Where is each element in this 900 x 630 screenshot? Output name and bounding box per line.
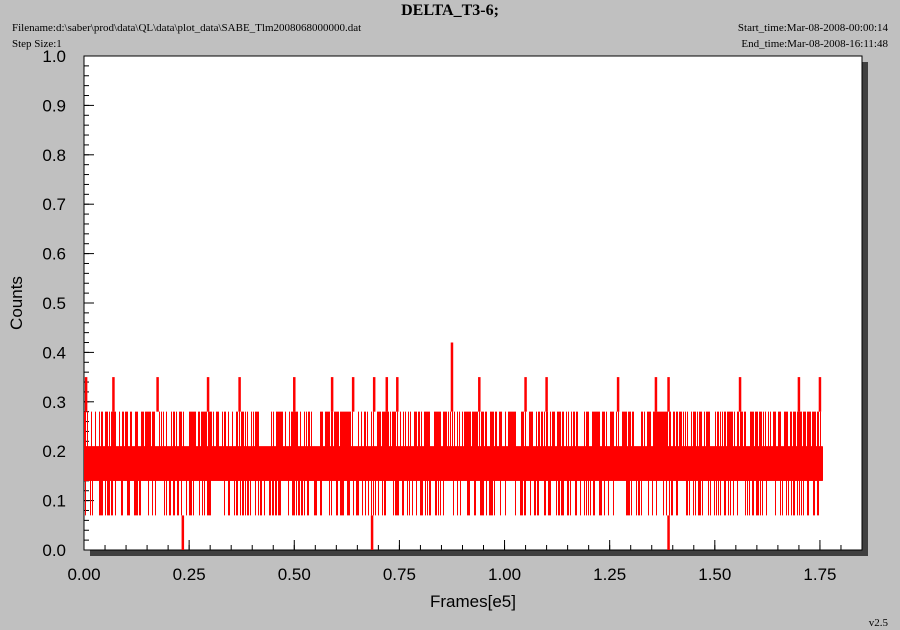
y-tick-label: 0.0 bbox=[42, 541, 66, 560]
filename-label: Filename:d:\saber\prod\data\QL\data\plot… bbox=[12, 22, 362, 34]
x-tick-label: 1.00 bbox=[488, 565, 521, 584]
x-axis-label: Frames[e5] bbox=[430, 592, 516, 611]
x-tick-label: 0.75 bbox=[383, 565, 416, 584]
end-time-label: End_time:Mar-08-2008-16:11:48 bbox=[741, 38, 888, 50]
y-tick-label: 0.3 bbox=[42, 393, 66, 412]
version-label: v2.5 bbox=[868, 617, 888, 629]
y-tick-label: 0.5 bbox=[42, 294, 66, 313]
y-tick-label: 0.4 bbox=[42, 343, 66, 362]
y-tick-label: 0.8 bbox=[42, 146, 66, 165]
y-tick-label: 0.1 bbox=[42, 492, 66, 511]
series-layer bbox=[84, 342, 823, 550]
x-tick-label: 1.75 bbox=[803, 565, 836, 584]
x-tick-label: 1.50 bbox=[698, 565, 731, 584]
y-tick-label: 0.9 bbox=[42, 96, 66, 115]
step-size-label: Step Size:1 bbox=[12, 38, 62, 50]
y-tick-label: 0.6 bbox=[42, 245, 66, 264]
y-axis-label: Counts bbox=[7, 276, 26, 330]
y-tick-label: 1.0 bbox=[42, 47, 66, 66]
x-tick-label: 0.00 bbox=[67, 565, 100, 584]
y-tick-label: 0.7 bbox=[42, 195, 66, 214]
x-tick-label: 0.50 bbox=[278, 565, 311, 584]
start-time-label: Start_time:Mar-08-2008-00:00:14 bbox=[737, 22, 888, 34]
tick-labels: 0.0 0.1 0.2 0.3 0.4 0.5 0.6 0.7 0.8 0.9 1.0 0.00 0.2… bbox=[42, 47, 836, 584]
x-tick-label: 1.25 bbox=[593, 565, 626, 584]
y-tick-label: 0.2 bbox=[42, 442, 66, 461]
chart-title: DELTA_T3-6; bbox=[401, 2, 499, 19]
x-tick-label: 0.25 bbox=[173, 565, 206, 584]
